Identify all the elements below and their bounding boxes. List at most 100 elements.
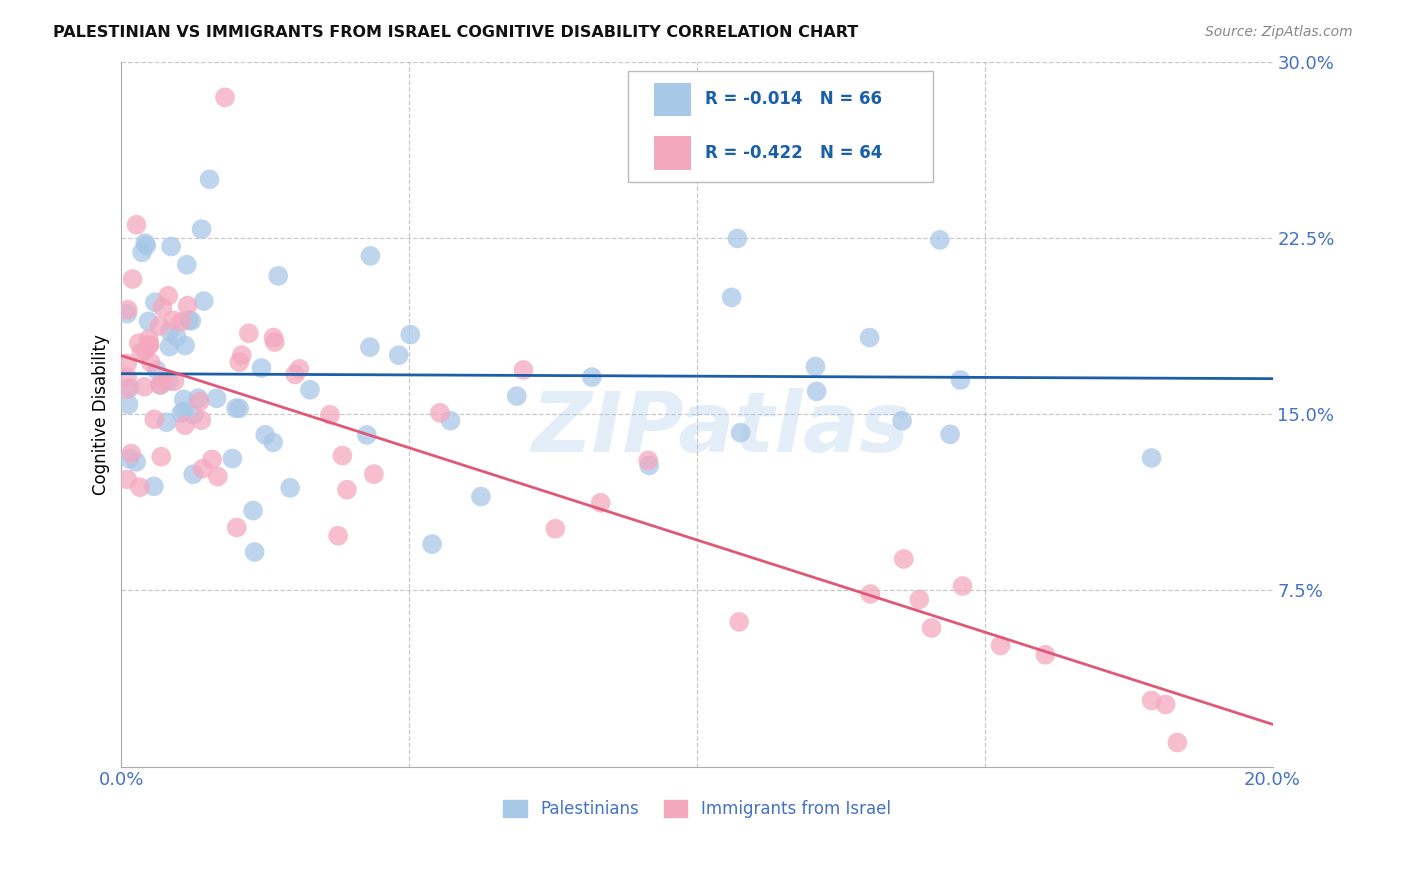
Point xyxy=(284,368,307,382)
Point xyxy=(859,587,882,601)
Point xyxy=(859,330,882,344)
Point xyxy=(205,392,228,406)
Point xyxy=(242,503,264,517)
Point xyxy=(990,639,1012,653)
Point xyxy=(150,450,173,464)
Point xyxy=(278,481,301,495)
Point xyxy=(134,236,156,251)
Point xyxy=(125,455,148,469)
Point xyxy=(228,401,250,416)
Point xyxy=(804,359,827,374)
Point xyxy=(1140,693,1163,707)
Point xyxy=(159,324,181,338)
Point xyxy=(214,90,236,104)
Point xyxy=(162,313,184,327)
Point xyxy=(298,383,321,397)
Point xyxy=(183,408,205,422)
Point xyxy=(231,348,253,362)
Text: R = -0.014   N = 66: R = -0.014 N = 66 xyxy=(704,90,882,109)
Point xyxy=(115,356,138,370)
Text: R = -0.422   N = 64: R = -0.422 N = 64 xyxy=(704,144,883,162)
Bar xyxy=(654,83,692,116)
Point xyxy=(388,348,411,362)
Point xyxy=(157,340,180,354)
Point xyxy=(363,467,385,482)
Point xyxy=(145,363,167,377)
Point xyxy=(138,338,160,352)
Point xyxy=(134,343,156,358)
Point xyxy=(228,355,250,369)
Point xyxy=(163,374,186,388)
Point xyxy=(637,453,659,467)
Point xyxy=(262,435,284,450)
Point xyxy=(134,380,156,394)
Point xyxy=(921,621,943,635)
Point xyxy=(166,330,188,344)
Point xyxy=(152,373,174,387)
Point xyxy=(174,338,197,352)
Point xyxy=(139,355,162,369)
Point xyxy=(891,414,914,428)
Point xyxy=(138,332,160,346)
Point xyxy=(149,378,172,392)
Point xyxy=(176,258,198,272)
Point xyxy=(190,222,212,236)
Point xyxy=(115,472,138,486)
Point xyxy=(952,579,974,593)
Point xyxy=(512,363,534,377)
Point xyxy=(939,427,962,442)
Point xyxy=(148,318,170,333)
Point xyxy=(908,592,931,607)
FancyBboxPatch shape xyxy=(628,70,934,182)
Point xyxy=(117,397,139,411)
Point xyxy=(118,451,141,466)
Point xyxy=(143,295,166,310)
Point xyxy=(399,327,422,342)
Point xyxy=(201,452,224,467)
Point xyxy=(356,428,378,442)
Point xyxy=(198,172,221,186)
Legend: Palestinians, Immigrants from Israel: Palestinians, Immigrants from Israel xyxy=(496,794,897,825)
Point xyxy=(176,299,198,313)
Point xyxy=(180,314,202,328)
Point xyxy=(730,425,752,440)
Point xyxy=(288,362,311,376)
Point xyxy=(117,302,139,317)
Point xyxy=(174,418,197,433)
Point xyxy=(336,483,359,497)
Point xyxy=(238,326,260,341)
Point xyxy=(181,467,204,482)
Point xyxy=(1166,735,1188,749)
Point xyxy=(893,552,915,566)
Point xyxy=(806,384,828,399)
Point xyxy=(152,300,174,314)
Point xyxy=(128,336,150,351)
Point xyxy=(125,218,148,232)
Point xyxy=(1035,648,1057,662)
Point xyxy=(725,231,748,245)
Point xyxy=(170,315,193,329)
Point xyxy=(191,462,214,476)
Point xyxy=(149,378,172,392)
Point xyxy=(193,293,215,308)
Point xyxy=(262,330,284,344)
Point xyxy=(157,374,180,388)
Point xyxy=(949,373,972,387)
Text: PALESTINIAN VS IMMIGRANTS FROM ISRAEL COGNITIVE DISABILITY CORRELATION CHART: PALESTINIAN VS IMMIGRANTS FROM ISRAEL CO… xyxy=(53,25,859,40)
Point xyxy=(439,414,461,428)
Point xyxy=(359,249,381,263)
Point xyxy=(267,268,290,283)
Point xyxy=(115,307,138,321)
Point xyxy=(420,537,443,551)
Text: ZIPatlas: ZIPatlas xyxy=(531,388,908,469)
Point xyxy=(728,615,751,629)
Point xyxy=(263,334,285,349)
Point xyxy=(143,412,166,426)
Point xyxy=(1140,450,1163,465)
Point xyxy=(129,480,152,494)
Point xyxy=(429,406,451,420)
Point xyxy=(188,394,211,409)
Point xyxy=(173,392,195,407)
Point xyxy=(131,345,153,359)
Point xyxy=(121,272,143,286)
